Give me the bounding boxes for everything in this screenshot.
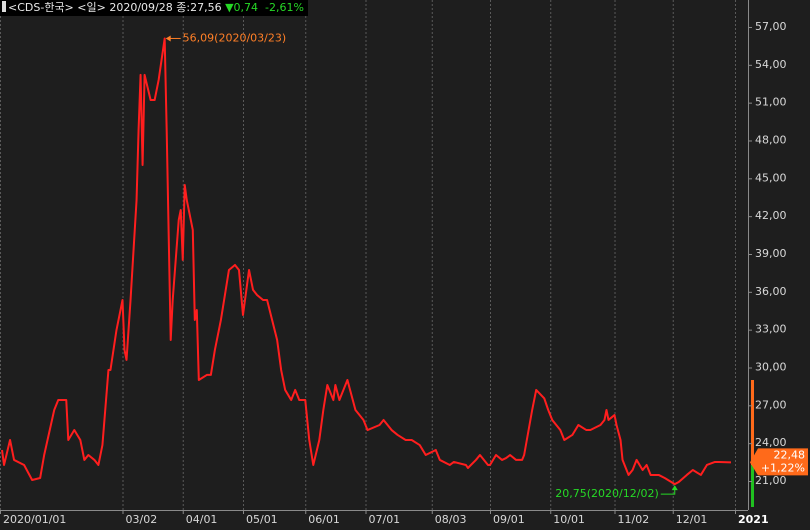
- annotation-arrowhead: [165, 35, 171, 42]
- y-tick-label: 51,00: [755, 96, 787, 109]
- y-tick-label: 33,00: [755, 323, 787, 336]
- range-bar-up: [751, 380, 754, 465]
- x-tick-label: 05/01: [246, 513, 278, 526]
- y-tick-label: 54,00: [755, 58, 787, 71]
- y-tick-label: 27,00: [755, 398, 787, 411]
- x-tick-label: 10/01: [553, 513, 585, 526]
- x-tick-label: 11/02: [618, 513, 650, 526]
- period: <일>: [77, 1, 106, 14]
- x-tick-label: 06/01: [308, 513, 340, 526]
- x-tick-label: 09/01: [493, 513, 525, 526]
- grid: [0, 0, 752, 514]
- x-tick-label: 2021: [738, 513, 769, 526]
- change: ▼0,74: [225, 1, 259, 14]
- y-tick-label: 57,00: [755, 20, 787, 33]
- series-name: <CDS-한국>: [8, 1, 74, 14]
- change-pct: -2,61%: [265, 1, 304, 14]
- annotation: 20,75(2020/12/02): [555, 487, 658, 500]
- y-tick-label: 30,00: [755, 360, 787, 373]
- x-tick-label: 08/03: [435, 513, 467, 526]
- annotation-arrowhead: [671, 485, 678, 491]
- x-tick-label: 07/01: [368, 513, 400, 526]
- marks: [1, 37, 732, 486]
- y-tick-label: 24,00: [755, 436, 787, 449]
- header-date: 2020/09/28: [109, 1, 173, 14]
- annotation: 56,09(2020/03/23): [183, 31, 286, 44]
- x-tick-label: 03/02: [126, 513, 158, 526]
- series-line: [1, 37, 732, 486]
- y-tick-label: 45,00: [755, 171, 787, 184]
- price-tag-price: 22,48: [774, 448, 806, 461]
- y-tick-label: 36,00: [755, 285, 787, 298]
- x-tick-label: 04/01: [186, 513, 218, 526]
- y-tick-label: 42,00: [755, 209, 787, 222]
- y-tick-label: 48,00: [755, 133, 787, 146]
- x-tick-label: 12/01: [676, 513, 708, 526]
- header-icon: [2, 1, 6, 12]
- close: 종:27,56: [176, 1, 222, 14]
- price-tag: [750, 448, 808, 476]
- y-tick-label: 21,00: [755, 474, 787, 487]
- labels: 2020/01/01 03/02 04/01 05/01 06/01 07/01 08/03…: [3, 20, 808, 526]
- range-bar-down: [751, 465, 754, 507]
- y-tick-label: 39,00: [755, 247, 787, 260]
- price-tag-change: +1,22%: [761, 461, 805, 474]
- x-tick-label: 2020/01/01: [3, 513, 66, 526]
- chart-header: <CDS-한국> <일> 2020/09/28 종:27,56 ▼0,74 -2…: [0, 0, 308, 16]
